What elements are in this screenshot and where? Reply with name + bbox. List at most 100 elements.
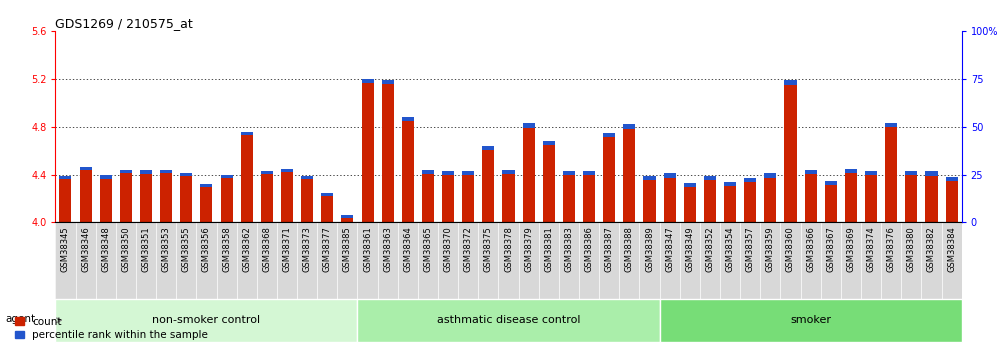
- Bar: [422, 170, 434, 174]
- Bar: [362, 79, 374, 83]
- Text: agent: agent: [5, 314, 35, 324]
- Bar: [563, 171, 575, 223]
- Text: GSM38374: GSM38374: [867, 226, 875, 272]
- Text: GSM38370: GSM38370: [444, 226, 452, 272]
- Bar: [543, 141, 555, 145]
- Text: GSM38362: GSM38362: [243, 226, 251, 272]
- Bar: [321, 193, 333, 223]
- Bar: [402, 117, 414, 223]
- Bar: [462, 171, 474, 223]
- Bar: [502, 170, 515, 223]
- Bar: [825, 180, 837, 185]
- Bar: [664, 174, 676, 223]
- Text: GSM38356: GSM38356: [202, 226, 210, 272]
- Bar: [845, 169, 857, 223]
- Bar: [744, 178, 756, 183]
- Bar: [724, 182, 736, 186]
- Bar: [140, 170, 152, 223]
- Bar: [805, 170, 817, 174]
- Bar: [180, 174, 192, 223]
- Text: smoker: smoker: [790, 315, 831, 325]
- Bar: [643, 176, 656, 180]
- Text: GSM38351: GSM38351: [142, 226, 150, 272]
- Bar: [341, 215, 353, 218]
- Bar: [664, 174, 676, 178]
- Bar: [784, 80, 797, 223]
- Text: GSM38367: GSM38367: [827, 226, 835, 272]
- Text: GSM38353: GSM38353: [162, 226, 170, 272]
- Bar: [261, 171, 273, 174]
- Text: GSM38377: GSM38377: [323, 226, 331, 272]
- Bar: [281, 169, 293, 171]
- Bar: [160, 170, 172, 173]
- Text: GSM38364: GSM38364: [404, 226, 412, 272]
- Text: asthmatic disease control: asthmatic disease control: [437, 315, 580, 325]
- Bar: [241, 131, 253, 135]
- Text: GSM38366: GSM38366: [807, 226, 815, 272]
- Text: GSM38369: GSM38369: [847, 226, 855, 272]
- Bar: [744, 178, 756, 223]
- Bar: [241, 131, 253, 223]
- Bar: [80, 167, 92, 223]
- Text: GSM38352: GSM38352: [706, 226, 714, 272]
- Bar: [462, 171, 474, 175]
- Bar: [120, 170, 132, 174]
- Bar: [623, 124, 635, 129]
- Bar: [684, 183, 696, 223]
- Bar: [55, 299, 357, 342]
- Bar: [301, 176, 313, 179]
- Bar: [885, 123, 897, 223]
- Text: GSM38386: GSM38386: [585, 226, 593, 272]
- Bar: [583, 171, 595, 175]
- Text: GSM38387: GSM38387: [605, 226, 613, 272]
- Bar: [845, 169, 857, 173]
- Bar: [80, 167, 92, 170]
- Text: non-smoker control: non-smoker control: [152, 315, 261, 325]
- Bar: [362, 79, 374, 223]
- Bar: [502, 170, 515, 174]
- Text: GSM38376: GSM38376: [887, 226, 895, 272]
- Text: GSM38360: GSM38360: [786, 226, 795, 272]
- Bar: [865, 171, 877, 175]
- Bar: [422, 170, 434, 223]
- Text: GSM38388: GSM38388: [625, 226, 633, 272]
- Bar: [543, 141, 555, 223]
- Bar: [563, 171, 575, 175]
- Bar: [764, 174, 776, 223]
- Bar: [925, 171, 938, 223]
- Bar: [100, 175, 112, 179]
- Text: GSM38381: GSM38381: [545, 226, 553, 272]
- Bar: [120, 170, 132, 223]
- Bar: [402, 117, 414, 121]
- Bar: [523, 123, 535, 223]
- Bar: [341, 215, 353, 223]
- Text: GSM38346: GSM38346: [82, 226, 90, 272]
- Bar: [764, 174, 776, 178]
- Text: GSM38361: GSM38361: [364, 226, 372, 272]
- Bar: [704, 176, 716, 223]
- Bar: [660, 299, 962, 342]
- Text: GSM38382: GSM38382: [927, 226, 936, 272]
- Bar: [321, 193, 333, 196]
- Bar: [482, 146, 494, 150]
- Bar: [825, 180, 837, 223]
- Text: GSM38380: GSM38380: [907, 226, 915, 272]
- Text: GSM38384: GSM38384: [948, 226, 956, 272]
- Text: GSM38359: GSM38359: [766, 226, 774, 272]
- Text: GSM38357: GSM38357: [746, 226, 754, 272]
- Bar: [180, 174, 192, 176]
- Bar: [704, 176, 716, 180]
- Text: GSM38379: GSM38379: [525, 226, 533, 272]
- Bar: [643, 176, 656, 223]
- Text: GSM38350: GSM38350: [122, 226, 130, 272]
- Bar: [281, 169, 293, 223]
- Bar: [100, 175, 112, 223]
- Bar: [382, 80, 394, 223]
- Bar: [59, 176, 71, 179]
- Bar: [442, 171, 454, 175]
- Bar: [603, 133, 615, 137]
- Bar: [905, 171, 917, 223]
- Bar: [382, 80, 394, 84]
- Text: GSM38358: GSM38358: [223, 226, 231, 272]
- Bar: [221, 175, 233, 178]
